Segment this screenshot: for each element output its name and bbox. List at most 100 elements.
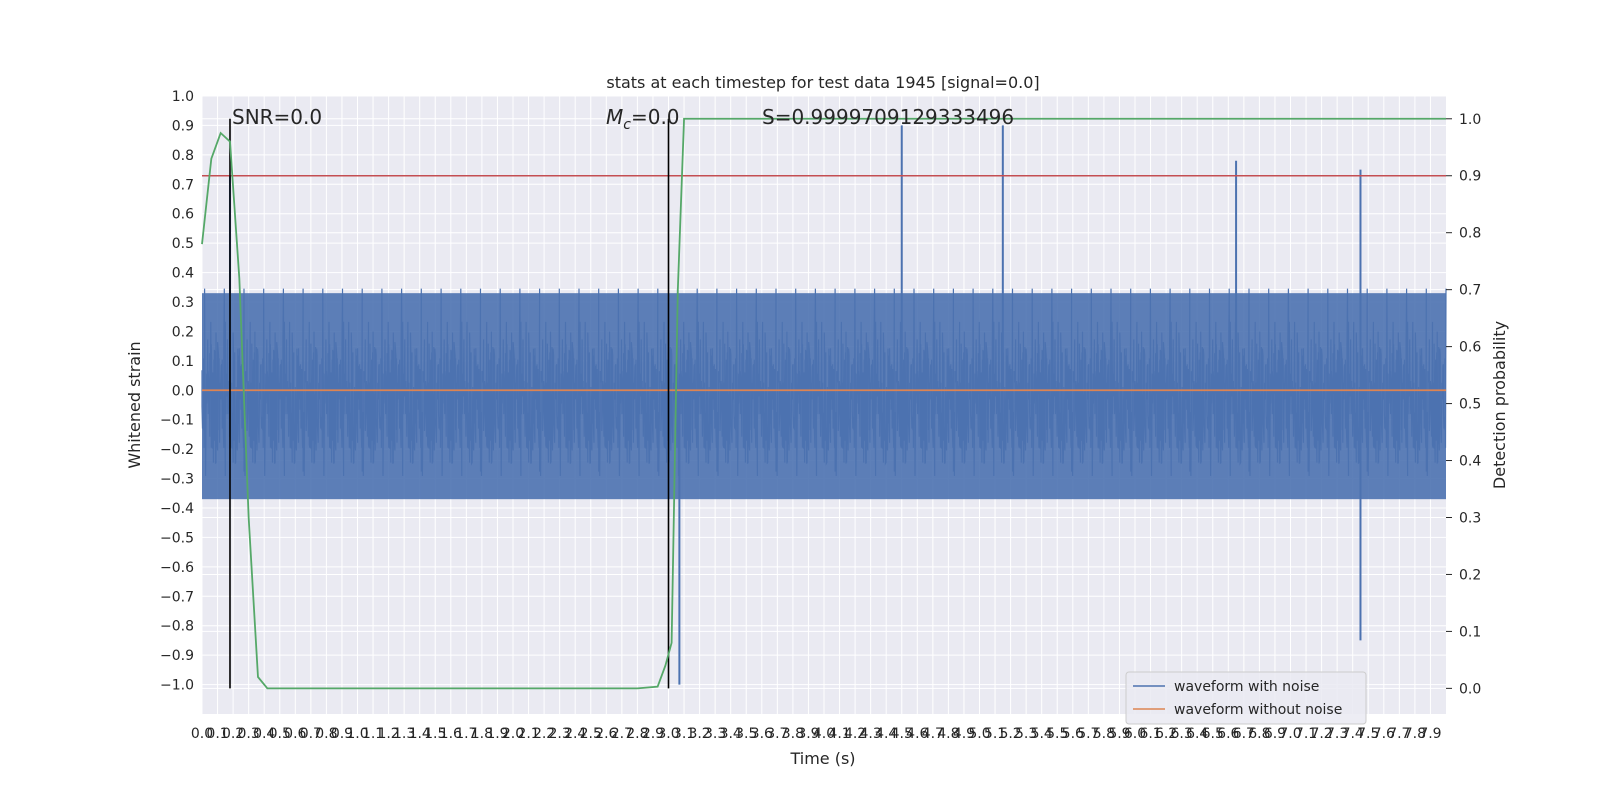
x-tick-label: 2.3 — [549, 726, 571, 742]
x-tick-label: 2.9 — [642, 726, 664, 742]
x-tick-label: 6.6 — [1217, 726, 1239, 742]
snr-annotation: SNR=0.0 — [232, 105, 322, 129]
noise-waveform-band — [202, 293, 1446, 500]
y-tick-label: 0.2 — [172, 324, 194, 340]
right-y-axis-title: Detection probability — [1490, 321, 1509, 489]
x-tick-label: 0.4 — [253, 726, 275, 742]
right-y-tick-label: 0.3 — [1459, 510, 1481, 526]
x-tick-label: 4.6 — [906, 726, 928, 742]
x-tick-label: 7.8 — [1404, 726, 1426, 742]
x-tick-label: 0.7 — [300, 726, 322, 742]
x-tick-label: 7.0 — [1279, 726, 1301, 742]
y-tick-label: −0.3 — [160, 472, 194, 488]
x-tick-label: 5.2 — [999, 726, 1021, 742]
x-tick-label: 3.5 — [735, 726, 757, 742]
y-tick-label: −0.8 — [160, 619, 194, 635]
mc-subscript: c — [623, 117, 631, 133]
x-tick-label: 4.9 — [953, 726, 975, 742]
y-tick-label: 0.5 — [172, 236, 194, 252]
right-y-tick-label: 0.6 — [1459, 340, 1481, 356]
x-tick-label: 7.6 — [1373, 726, 1395, 742]
mc-value: =0.0 — [631, 105, 680, 129]
x-tick-label: 1.7 — [455, 726, 477, 742]
y-tick-label: 0.0 — [172, 383, 194, 399]
s-annotation: S=0.9999709129333496 — [762, 105, 1014, 129]
y-tick-label: −0.1 — [160, 413, 194, 429]
x-tick-label: 2.7 — [611, 726, 633, 742]
y-tick-labels: 1.0 0.9 0.8 0.7 0.6 0.5 0.4 0.3 0.2 0.1 0.0 −0.1 −0.… — [160, 89, 194, 694]
legend-box — [1125, 671, 1367, 725]
mc-symbol: M — [606, 105, 623, 129]
x-tick-label: 1.3 — [393, 726, 415, 742]
x-tick-label: 3.1 — [673, 726, 695, 742]
x-tick-label: 7.7 — [1388, 726, 1410, 742]
right-y-tick-label: 0.4 — [1459, 454, 1481, 470]
right-y-tick-label: 1.0 — [1459, 112, 1481, 128]
right-y-tick-label: 0.5 — [1459, 397, 1481, 413]
x-tick-label: 0.6 — [284, 726, 306, 742]
x-tick-label: 1.5 — [424, 726, 446, 742]
x-axis-title: Time (s) — [789, 749, 855, 768]
right-y-tick-label: 0.7 — [1459, 283, 1481, 299]
x-tick-label: 6.9 — [1264, 726, 1286, 742]
x-tick-label: 1.4 — [409, 726, 431, 742]
x-tick-label: 3.8 — [782, 726, 804, 742]
x-tick-label: 1.0 — [346, 726, 368, 742]
y-tick-label: −0.5 — [160, 530, 194, 546]
x-tick-label: 0.1 — [206, 726, 228, 742]
x-tick-label: 1.1 — [362, 726, 384, 742]
x-tick-label: 2.0 — [502, 726, 524, 742]
x-tick-label: 6.1 — [1139, 726, 1161, 742]
x-tick-label: 2.6 — [595, 726, 617, 742]
x-tick-label: 2.2 — [533, 726, 555, 742]
legend-label-clean: waveform without noise — [1174, 702, 1342, 718]
x-tick-label: 5.1 — [984, 726, 1006, 742]
y-tick-label: 0.4 — [172, 266, 194, 282]
x-tick-label: 2.1 — [517, 726, 539, 742]
x-tick-label: 6.4 — [1186, 726, 1208, 742]
x-tick-label: 3.3 — [704, 726, 726, 742]
chart-title: stats at each timestep for test data 194… — [606, 73, 1039, 92]
x-tick-label: 3.6 — [751, 726, 773, 742]
right-y-tick-label: 0.0 — [1459, 681, 1481, 697]
x-tick-label: 2.4 — [564, 726, 586, 742]
x-tick-label: 7.4 — [1342, 726, 1364, 742]
x-tick-label: 5.8 — [1093, 726, 1115, 742]
x-tick-label: 6.2 — [1155, 726, 1177, 742]
x-tick-label: 3.7 — [766, 726, 788, 742]
y-tick-label: 1.0 — [172, 89, 194, 105]
x-tick-label: 5.3 — [1015, 726, 1037, 742]
mc-annotation: Mc=0.0 — [606, 105, 680, 133]
y-tick-label: 0.6 — [172, 207, 194, 223]
y-tick-label: −1.0 — [160, 678, 194, 694]
x-tick-label: 6.5 — [1202, 726, 1224, 742]
x-tick-label: 4.3 — [860, 726, 882, 742]
x-tick-label: 2.8 — [626, 726, 648, 742]
y-axis-title: Whitened strain — [125, 341, 144, 468]
x-tick-label: 4.7 — [922, 726, 944, 742]
detection-probability-line — [201, 117, 1446, 690]
x-tick-label: 4.0 — [813, 726, 835, 742]
y-tick-label: 0.8 — [172, 148, 194, 164]
y-tick-label: −0.7 — [160, 589, 194, 605]
legend: waveform with noise waveform without noi… — [1125, 671, 1367, 725]
right-y-tick-label: 0.8 — [1459, 226, 1481, 242]
y-tick-label: −0.6 — [160, 560, 194, 576]
right-y-tick-label: 0.9 — [1459, 169, 1481, 185]
right-y-tick-label: 0.1 — [1459, 624, 1481, 640]
x-tick-label: 5.0 — [968, 726, 990, 742]
y-tick-label: 0.1 — [172, 354, 194, 370]
y-tick-label: 0.7 — [172, 177, 194, 193]
x-tick-label: 7.3 — [1326, 726, 1348, 742]
x-tick-label: 7.9 — [1419, 726, 1441, 742]
x-tick-label: 4.2 — [844, 726, 866, 742]
x-tick-label: 0.5 — [269, 726, 291, 742]
x-tick-label: 1.9 — [486, 726, 508, 742]
legend-label-noise: waveform with noise — [1174, 679, 1319, 695]
x-tick-label: 4.4 — [875, 726, 897, 742]
x-tick-label: 4.1 — [828, 726, 850, 742]
x-tick-label: 1.2 — [377, 726, 399, 742]
x-tick-label: 0.2 — [222, 726, 244, 742]
x-tick-label: 6.0 — [1124, 726, 1146, 742]
